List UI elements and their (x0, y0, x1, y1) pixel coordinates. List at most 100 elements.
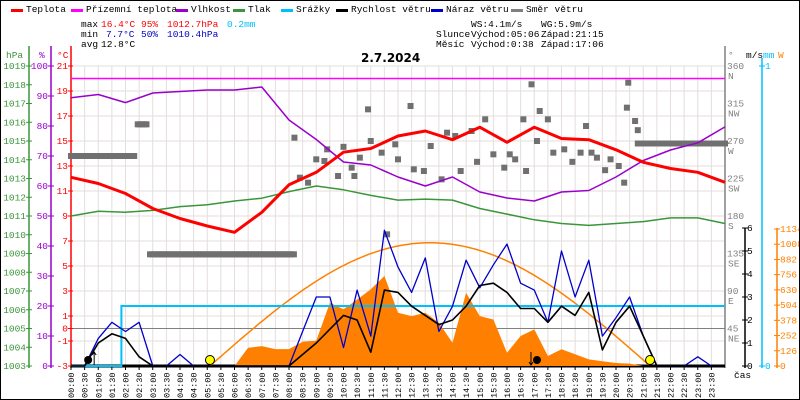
wind-direction-point (340, 143, 347, 150)
wind-direction-point (474, 158, 481, 165)
min-temp: 7.7°C (106, 29, 135, 40)
x-tick-label: 16:00 (503, 372, 513, 398)
x-tick-label: 07:00 (258, 372, 268, 398)
x-tick-label: 08:30 (299, 372, 309, 398)
wind-direction-point (544, 116, 551, 123)
direction-tick-label: 315 (727, 99, 744, 110)
x-tick-label: 21:30 (653, 372, 663, 398)
wind-direction-point (623, 104, 630, 111)
wind-gust-line (71, 229, 725, 367)
wind-direction-point (533, 138, 540, 144)
legend-label: Vlhkost (191, 4, 231, 15)
x-tick-label: 17:30 (544, 372, 554, 398)
x-tick-label: 18:00 (558, 372, 568, 398)
moonrise-marker (84, 356, 93, 364)
min-pressure: 1010.4hPa (167, 29, 219, 40)
legend-swatch (511, 9, 523, 12)
max-label: max (81, 19, 99, 30)
wind-direction-point (420, 168, 427, 174)
direction-compass-label: SE (728, 259, 740, 270)
wind-direction-point (131, 153, 138, 159)
wind-direction-point (632, 118, 639, 124)
sunset-marker (645, 355, 656, 365)
x-tick-label: 03:00 (149, 372, 159, 398)
x-tick-label: 20:30 (626, 372, 636, 398)
wind-direction-point (583, 123, 590, 129)
arrow-head-icon (91, 351, 97, 356)
x-tick-label: 16:30 (517, 372, 527, 398)
legend-label: Rychlost větru (351, 4, 431, 15)
pressure-line (70, 185, 726, 227)
wind-direction-point (365, 106, 372, 113)
wind-direction-point (490, 151, 497, 158)
legend-label: Srážky (296, 4, 331, 15)
humidity-tick-label: 90 (37, 91, 49, 102)
wind-direction-point (577, 149, 584, 156)
solar-tick-label: 378 (780, 315, 797, 326)
temperature-tick-label: 5 (62, 261, 68, 272)
sunrise-marker (204, 355, 215, 365)
x-tick-label: 07:30 (271, 372, 281, 398)
sunrise: Východ:05:06 (471, 29, 540, 40)
wind-direction-point (348, 164, 355, 171)
direction-compass-label: NW (728, 109, 740, 120)
wind-tick-label: 2 (747, 315, 753, 326)
avg-label: avg (81, 39, 99, 50)
legend-swatch (233, 9, 245, 12)
max-temp: 16.4°C (101, 19, 136, 30)
wind-direction-point (512, 156, 519, 163)
x-tick-label: 04:30 (190, 372, 200, 398)
x-tick-label: 02:00 (122, 372, 132, 398)
wind-tick-label: 6 (747, 223, 753, 234)
humidity-tick-label: 0 (42, 361, 48, 372)
legend-swatch (176, 9, 188, 12)
wind-direction-point (607, 156, 614, 163)
wind-direction-point (625, 79, 632, 86)
wind-direction-point (410, 166, 417, 173)
humidity-tick-label: 40 (37, 241, 49, 252)
precip-line (71, 305, 725, 367)
direction-compass-label: W (728, 146, 734, 157)
wind-direction-point (506, 151, 513, 158)
wind-speed-line (71, 282, 725, 367)
x-tick-label: 14:00 (449, 372, 459, 398)
wind-direction-point (321, 158, 328, 164)
x-tick-label: 15:00 (476, 372, 486, 398)
legend-swatch (336, 9, 348, 12)
x-axis-label: čas (734, 370, 751, 381)
sun-label: Slunce (436, 29, 471, 40)
max-pressure: 1012.7hPa (167, 19, 219, 30)
solar-tick-label: 756 (780, 270, 797, 281)
wind-tick-label: 4 (747, 269, 753, 280)
humidity-tick-label: 50 (37, 211, 49, 222)
wind-unit-label: m/s (746, 50, 763, 61)
wind-direction-point (291, 134, 298, 141)
wind-direction-point (305, 179, 312, 186)
wind-direction-point (384, 231, 391, 238)
pressure-tick-label: 1016 (3, 117, 26, 128)
moonset: Západ:17:06 (541, 39, 604, 50)
humidity-tick-label: 60 (37, 181, 49, 192)
x-tick-label: 09:30 (326, 372, 336, 398)
wind-direction-point (438, 176, 445, 183)
x-tick-label: 22:30 (680, 372, 690, 398)
wind-direction-point (313, 156, 320, 163)
legend-label: Tlak (248, 4, 271, 15)
direction-compass-label: S (728, 221, 734, 232)
direction-tick-label: 45 (727, 324, 739, 335)
x-tick-label: 02:30 (135, 372, 145, 398)
humidity-tick-label: 100 (31, 61, 48, 72)
wind-direction-point (392, 141, 399, 148)
x-tick-label: 08:00 (285, 372, 295, 398)
direction-tick-label: 135 (727, 249, 744, 260)
wind-direction-point (367, 138, 374, 144)
x-tick-label: 01:30 (108, 372, 118, 398)
temperature-tick-label: 17 (57, 111, 68, 122)
arrow-head-icon (528, 361, 534, 366)
solar-theoretical-line (209, 242, 650, 367)
x-tick-label: 03:30 (162, 372, 172, 398)
min-humidity: 50% (141, 29, 159, 40)
pressure-tick-label: 1012 (3, 192, 26, 203)
pressure-tick-label: 1007 (3, 286, 26, 297)
